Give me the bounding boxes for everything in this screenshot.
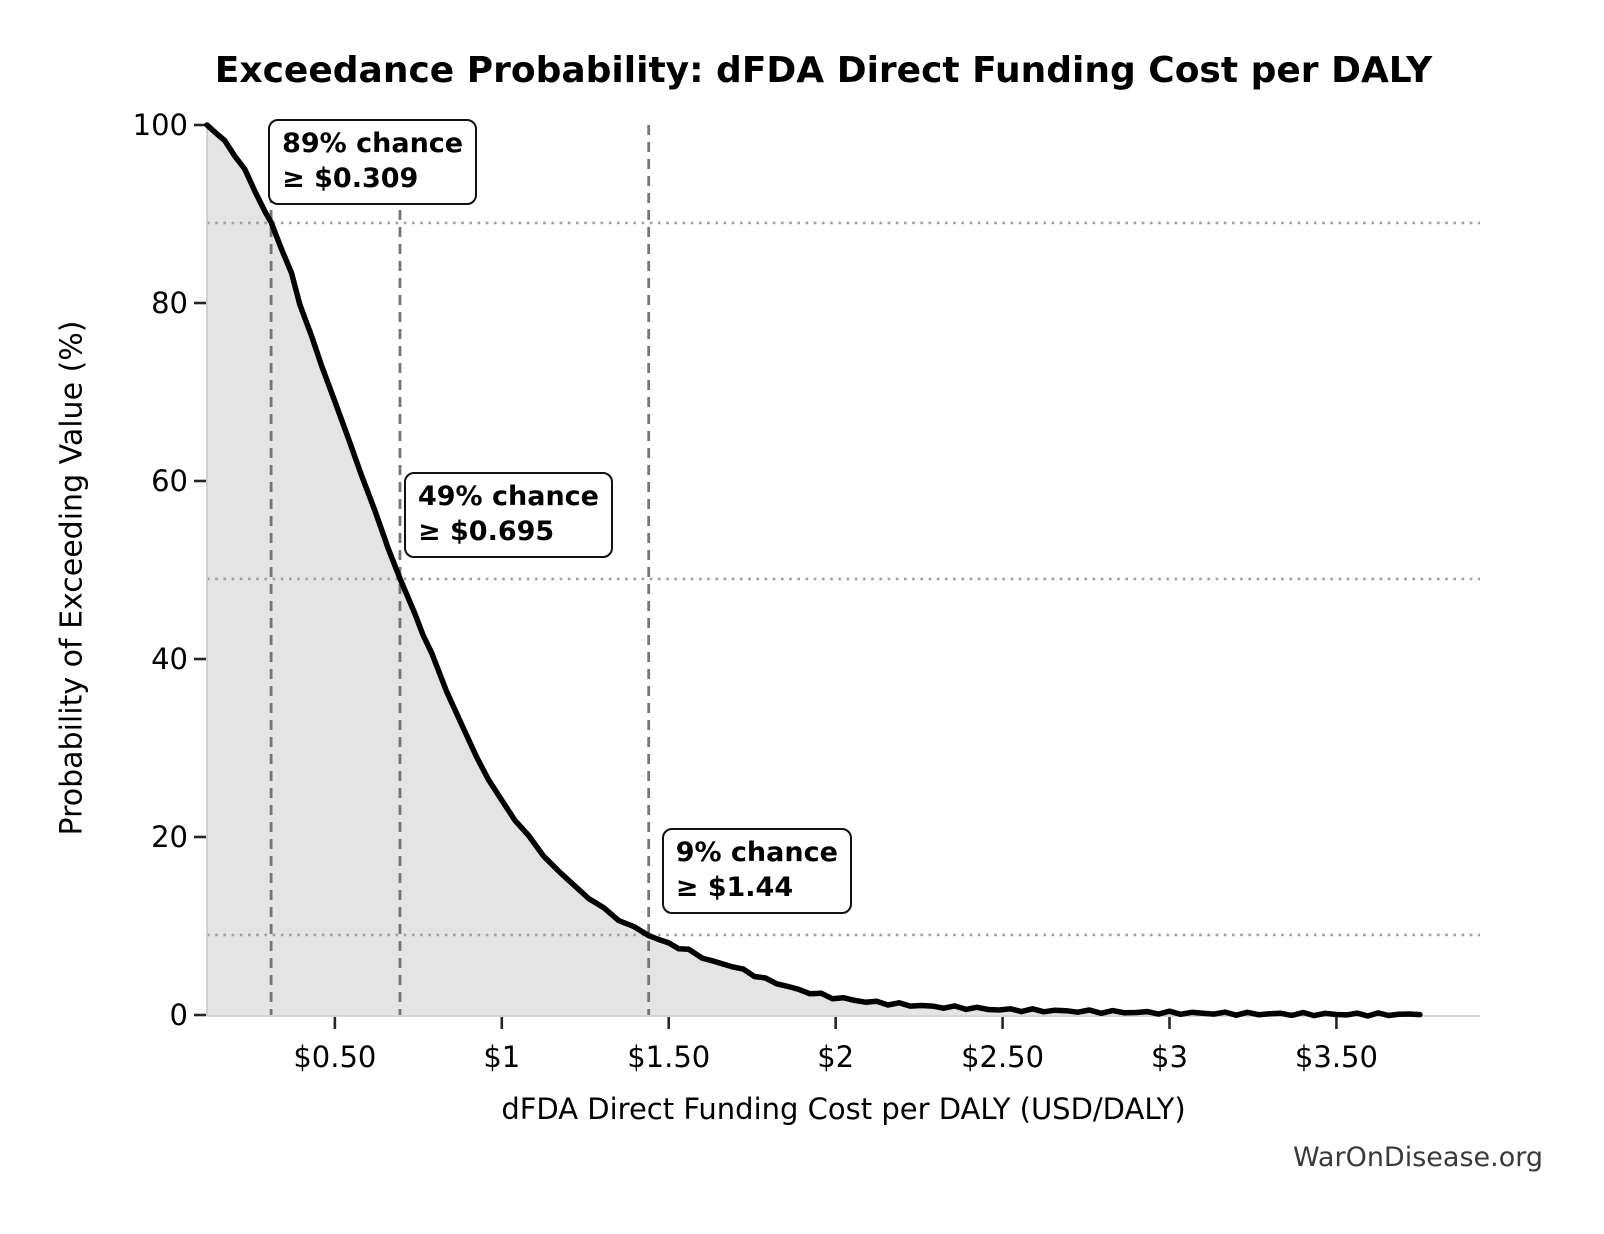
annotation-line1: 9% chance xyxy=(675,837,838,869)
x-axis-label: dFDA Direct Funding Cost per DALY (USD/D… xyxy=(501,1092,1186,1126)
x-tick-label: $3 xyxy=(1151,1040,1188,1074)
annotation-line2: ≥ $1.44 xyxy=(675,872,794,904)
y-tick-label: 40 xyxy=(151,642,188,676)
x-tick-label: $0.50 xyxy=(293,1040,377,1074)
y-tick-label: 20 xyxy=(151,820,188,854)
exceedance-curve xyxy=(204,122,1423,1019)
watermark: WarOnDisease.org xyxy=(1292,1142,1543,1173)
annotation-callout-9pct: 9% chance ≥ $1.44 xyxy=(661,828,852,915)
curve-fill-area xyxy=(207,125,1420,1016)
chart-title: Exceedance Probability: dFDA Direct Fund… xyxy=(214,50,1433,91)
x-tick-label: $2.50 xyxy=(961,1040,1045,1074)
annotation-line2: ≥ $0.695 xyxy=(417,516,555,548)
x-tick-label: $3.50 xyxy=(1294,1040,1378,1074)
y-tick-label: 100 xyxy=(132,108,188,142)
annotation-line2: ≥ $0.309 xyxy=(282,163,419,194)
annotation-line1: 89% chance xyxy=(282,128,464,159)
annotation-callout-49pct: 49% chance ≥ $0.695 xyxy=(403,472,613,559)
y-tick-label: 0 xyxy=(169,998,188,1032)
annotation-line1: 49% chance xyxy=(417,481,599,513)
x-tick-label: $1.50 xyxy=(627,1040,711,1074)
y-tick-label: 80 xyxy=(151,286,188,320)
x-tick-label: $1 xyxy=(483,1040,521,1074)
y-tick-label: 60 xyxy=(151,464,188,498)
x-tick-label: $2 xyxy=(817,1040,855,1074)
annotation-callout-89pct: 89% chance ≥ $0.309 xyxy=(268,119,478,205)
y-axis-label: Probability of Exceeding Value (%) xyxy=(54,320,90,836)
